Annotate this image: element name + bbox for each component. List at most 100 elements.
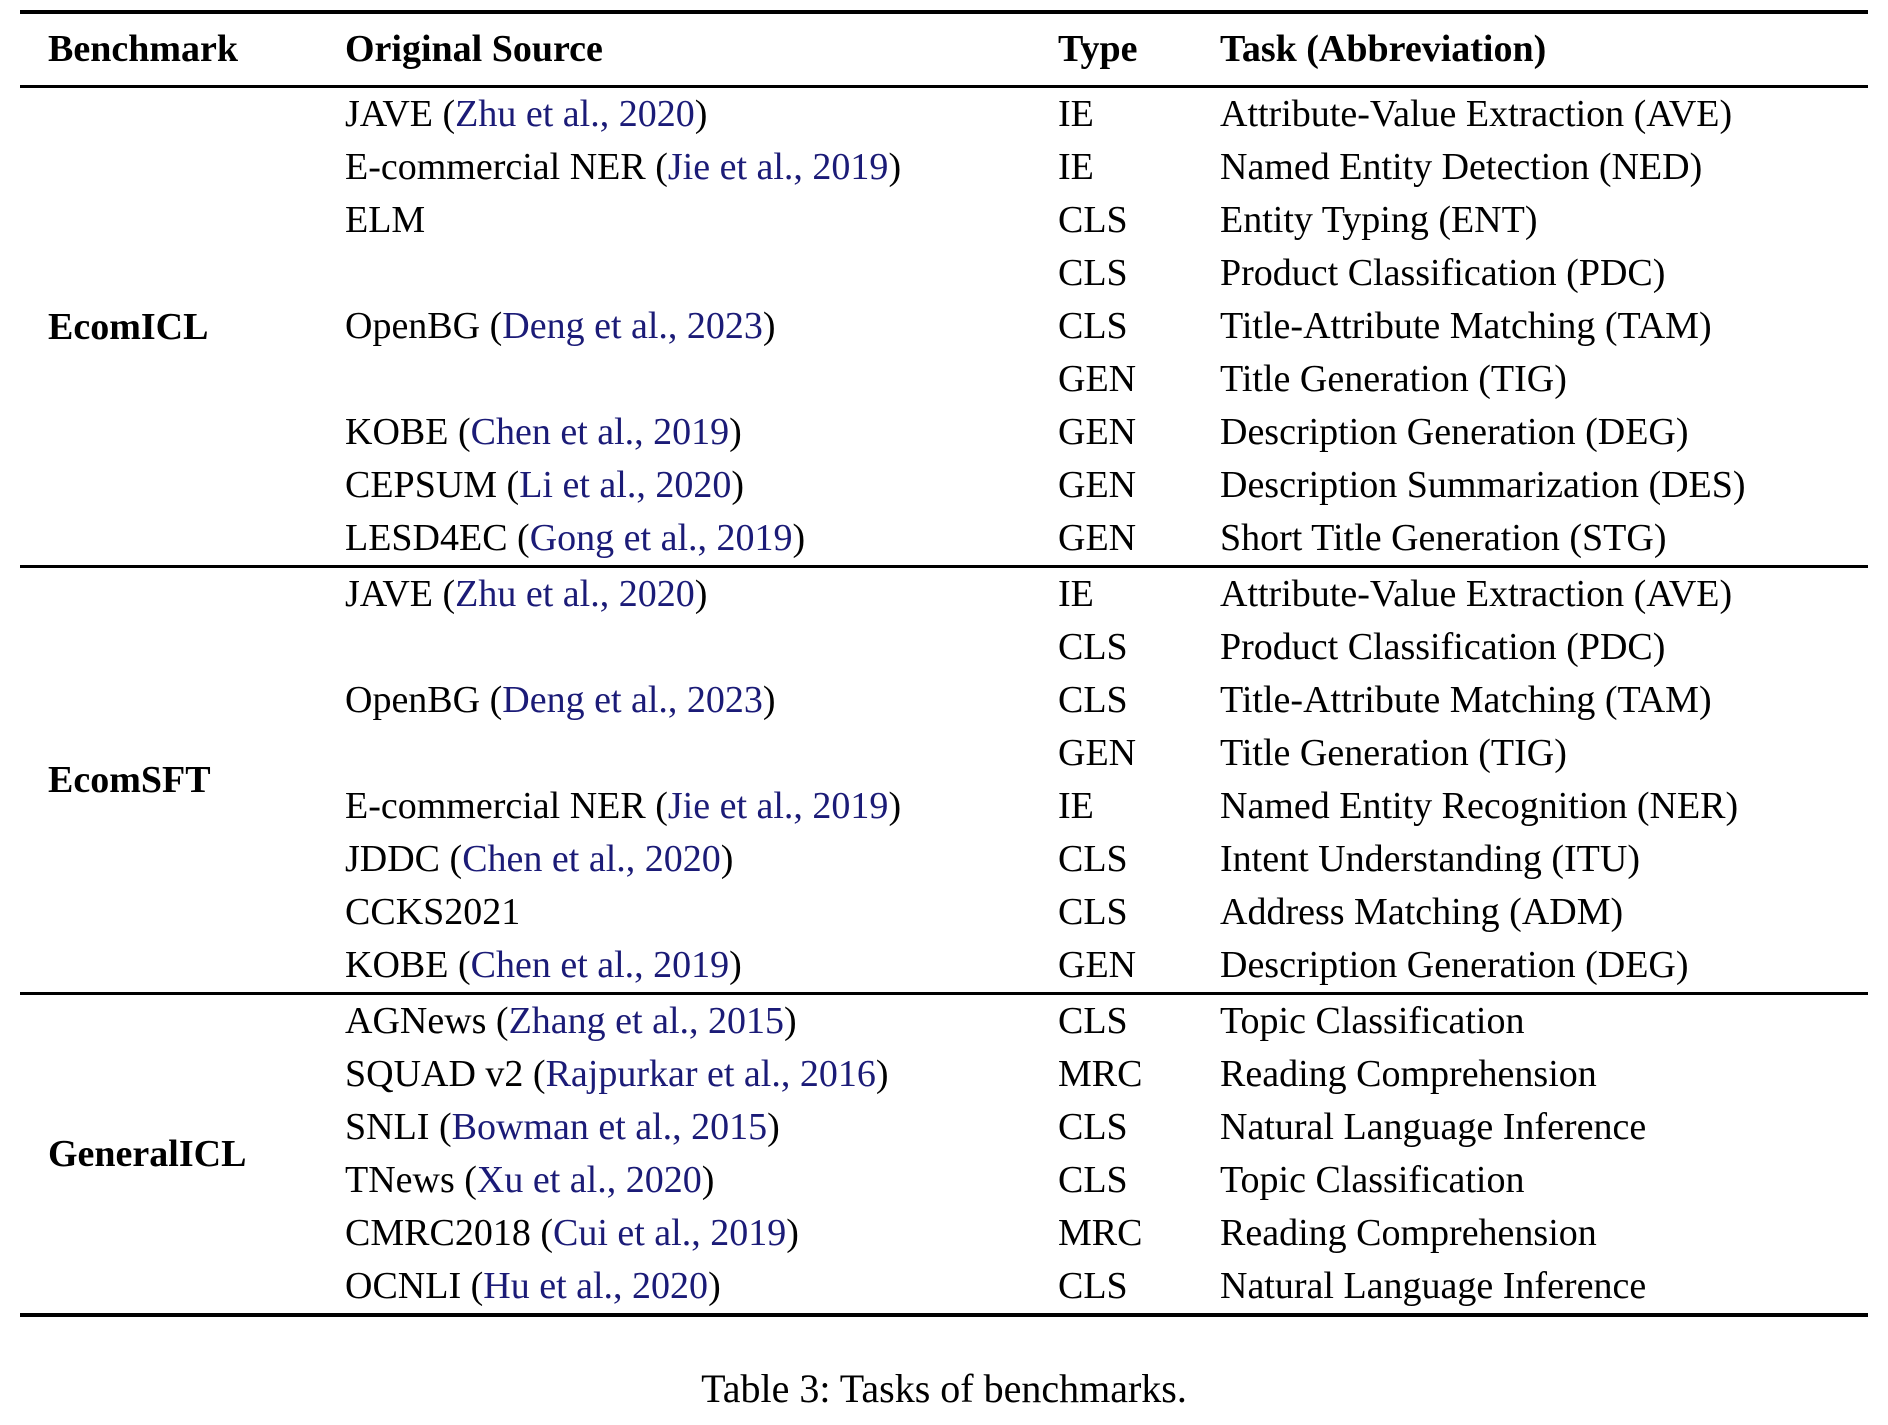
task-cell: Description Generation (DEG) bbox=[1220, 411, 1689, 453]
task-cell: Short Title Generation (STG) bbox=[1220, 517, 1667, 559]
benchmark-label: GeneralICL bbox=[48, 1133, 247, 1175]
source-close-paren: ) bbox=[784, 1000, 797, 1042]
source-close-paren: ) bbox=[786, 1212, 799, 1254]
table-row: JDDC (Chen et al., 2020) CLS Intent Unders… bbox=[20, 833, 1868, 886]
task-cell: Address Matching (ADM) bbox=[1220, 891, 1624, 933]
source-name: OCNLI ( bbox=[345, 1265, 484, 1307]
citation-link[interactable]: Jie et al., 2019 bbox=[667, 146, 889, 188]
task-cell: Product Classification (PDC) bbox=[1220, 626, 1666, 668]
source-name: JAVE ( bbox=[345, 573, 456, 615]
source-name: CCKS2021 bbox=[345, 891, 521, 933]
type-cell: MRC bbox=[1058, 1053, 1143, 1095]
task-cell: Named Entity Recognition (NER) bbox=[1220, 785, 1739, 827]
benchmark-cell-spacer bbox=[20, 1207, 345, 1260]
source-name: E-commercial NER ( bbox=[345, 146, 668, 188]
citation-link[interactable]: Chen et al., 2019 bbox=[470, 411, 730, 453]
source-cell bbox=[345, 727, 1058, 780]
citation-link[interactable]: Hu et al., 2020 bbox=[483, 1265, 709, 1307]
task-cell: Natural Language Inference bbox=[1220, 1106, 1647, 1148]
table-row: CLS Product Classification (PDC) bbox=[20, 247, 1868, 300]
col-header-type: Type bbox=[1058, 28, 1138, 70]
benchmark-cell-spacer bbox=[20, 995, 345, 1048]
citation-link[interactable]: Chen et al., 2020 bbox=[462, 838, 721, 880]
table-row: CMRC2018 (Cui et al., 2019) MRC Reading Co… bbox=[20, 1207, 1868, 1260]
source-cell: ELM bbox=[345, 194, 1058, 247]
benchmark-cell-spacer bbox=[20, 353, 345, 406]
source-cell: TNews (Xu et al., 2020) bbox=[345, 1154, 1058, 1207]
source-name: ELM bbox=[345, 199, 426, 241]
task-cell: Attribute-Value Extraction (AVE) bbox=[1220, 573, 1733, 615]
benchmark-cell-spacer bbox=[20, 1260, 345, 1313]
table-row: E-commercial NER (Jie et al., 2019) IE Nam… bbox=[20, 141, 1868, 194]
benchmark-cell-spacer bbox=[20, 512, 345, 565]
type-cell: CLS bbox=[1058, 1000, 1128, 1042]
source-name: JDDC ( bbox=[345, 838, 463, 880]
task-cell: Title Generation (TIG) bbox=[1220, 358, 1567, 400]
source-name: SNLI ( bbox=[345, 1106, 452, 1148]
source-cell: JAVE (Zhu et al., 2020) bbox=[345, 88, 1058, 141]
task-cell: Title-Attribute Matching (TAM) bbox=[1220, 679, 1712, 721]
benchmark-cell-spacer bbox=[20, 141, 345, 194]
benchmark-cell-spacer bbox=[20, 194, 345, 247]
source-cell: KOBE (Chen et al., 2019) bbox=[345, 406, 1058, 459]
source-name: E-commercial NER ( bbox=[345, 785, 668, 827]
type-cell: CLS bbox=[1058, 626, 1128, 668]
source-name: SQUAD v2 ( bbox=[345, 1053, 546, 1095]
table-section-ecomsft: EcomSFT JAVE (Zhu et al., 2020) IE Attribut… bbox=[20, 568, 1868, 995]
benchmark-cell-spacer bbox=[20, 88, 345, 141]
type-cell: GEN bbox=[1058, 358, 1137, 400]
task-cell: Description Generation (DEG) bbox=[1220, 944, 1689, 986]
source-name: KOBE ( bbox=[345, 411, 471, 453]
citation-link[interactable]: Zhu et al., 2020 bbox=[455, 93, 695, 135]
col-header-benchmark: Benchmark bbox=[48, 28, 238, 70]
benchmarks-table: Benchmark Original Source Type Task (Abb… bbox=[20, 10, 1868, 1317]
source-close-paren: ) bbox=[694, 93, 708, 135]
citation-link[interactable]: Zhang et al., 2015 bbox=[508, 1000, 785, 1042]
citation-link[interactable]: Gong et al., 2019 bbox=[529, 517, 793, 559]
citation-link[interactable]: Chen et al., 2019 bbox=[470, 944, 730, 986]
type-cell: CLS bbox=[1058, 838, 1128, 880]
type-cell: CLS bbox=[1058, 305, 1128, 347]
task-cell: Description Summarization (DES) bbox=[1220, 464, 1746, 506]
source-name: JAVE ( bbox=[345, 93, 456, 135]
table-section-generalicl: GeneralICL AGNews (Zhang et al., 2015) CLS… bbox=[20, 995, 1868, 1317]
citation-link[interactable]: Deng et al., 2023 bbox=[502, 305, 763, 347]
citation-link[interactable]: Bowman et al., 2015 bbox=[451, 1106, 768, 1148]
citation-link[interactable]: Jie et al., 2019 bbox=[667, 785, 889, 827]
citation-link[interactable]: Xu et al., 2020 bbox=[476, 1159, 702, 1201]
source-close-paren: ) bbox=[701, 1159, 715, 1201]
task-cell: Intent Understanding (ITU) bbox=[1220, 838, 1640, 880]
type-cell: GEN bbox=[1058, 944, 1137, 986]
table-row: TNews (Xu et al., 2020) CLS Topic Classifi… bbox=[20, 1154, 1868, 1207]
type-cell: GEN bbox=[1058, 517, 1137, 559]
source-cell: OpenBG (Deng et al., 2023) bbox=[345, 674, 1058, 727]
citation-link[interactable]: Deng et al., 2023 bbox=[502, 679, 763, 721]
source-close-paren: ) bbox=[731, 464, 744, 506]
source-close-paren: ) bbox=[720, 838, 734, 880]
citation-link[interactable]: Rajpurkar et al., 2016 bbox=[545, 1053, 876, 1095]
source-close-paren: ) bbox=[708, 1265, 721, 1307]
source-close-paren: ) bbox=[729, 944, 742, 986]
benchmark-cell-spacer bbox=[20, 406, 345, 459]
source-cell: E-commercial NER (Jie et al., 2019) bbox=[345, 780, 1058, 833]
source-name: OpenBG ( bbox=[345, 305, 503, 347]
citation-link[interactable]: Cui et al., 2019 bbox=[552, 1212, 787, 1254]
task-cell: Topic Classification bbox=[1220, 1159, 1525, 1201]
source-cell bbox=[345, 247, 1058, 300]
citation-link[interactable]: Zhu et al., 2020 bbox=[455, 573, 695, 615]
type-cell: MRC bbox=[1058, 1212, 1143, 1254]
citation-link[interactable]: Li et al., 2020 bbox=[519, 464, 732, 506]
source-cell: SNLI (Bowman et al., 2015) bbox=[345, 1101, 1058, 1154]
source-name: KOBE ( bbox=[345, 944, 471, 986]
benchmark-label: EcomSFT bbox=[48, 759, 211, 801]
table-row: JAVE (Zhu et al., 2020) IE Attribute-Value… bbox=[20, 88, 1868, 141]
source-close-paren: ) bbox=[888, 146, 902, 188]
table-row: ELM CLS Entity Typing (ENT) bbox=[20, 194, 1868, 247]
table-row: AGNews (Zhang et al., 2015) CLS Topic Clas… bbox=[20, 995, 1868, 1048]
benchmark-label: EcomICL bbox=[48, 305, 209, 348]
source-close-paren: ) bbox=[875, 1053, 889, 1095]
table-row: OpenBG (Deng et al., 2023) CLS Title-Attri… bbox=[20, 300, 1868, 353]
source-name: LESD4EC ( bbox=[345, 517, 530, 559]
table-row: CEPSUM (Li et al., 2020) GEN Description S… bbox=[20, 459, 1868, 512]
table-row: KOBE (Chen et al., 2019) GEN Description G… bbox=[20, 939, 1868, 992]
